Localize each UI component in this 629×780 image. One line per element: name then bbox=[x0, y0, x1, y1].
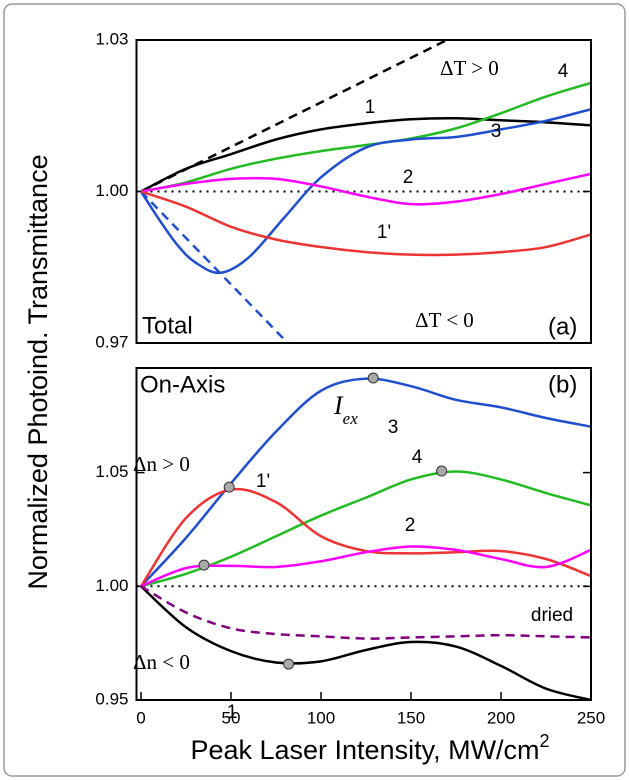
x-tick-label: 50 bbox=[222, 708, 241, 727]
marker bbox=[367, 372, 379, 384]
x-tick-label: 100 bbox=[307, 708, 335, 727]
plot-frame bbox=[135, 39, 592, 344]
series-label: 3 bbox=[388, 417, 399, 438]
series-label: 4 bbox=[412, 447, 423, 468]
series-line bbox=[139, 487, 591, 587]
series-line bbox=[140, 585, 591, 700]
series-line bbox=[140, 172, 591, 206]
y-axis-label: Normalized Photoind. Transmittance bbox=[23, 154, 53, 589]
marker bbox=[223, 481, 235, 493]
series-label: 1' bbox=[256, 471, 270, 492]
series-label: 1 bbox=[227, 702, 238, 723]
annotation-text: I bbox=[333, 391, 344, 420]
series-label: 2 bbox=[403, 167, 414, 188]
y-tick-label: 0.97 bbox=[95, 332, 128, 351]
y-tick-label: 1.00 bbox=[95, 576, 128, 595]
plot-frame bbox=[135, 367, 592, 701]
series-label: dried bbox=[531, 605, 573, 626]
series-label: 3 bbox=[491, 121, 502, 142]
series-label: 4 bbox=[558, 61, 569, 82]
series-line bbox=[140, 190, 289, 343]
series-line bbox=[140, 190, 591, 257]
x-tick-label: 250 bbox=[577, 708, 605, 727]
x-tick-label: 150 bbox=[397, 708, 425, 727]
y-tick-label: 1.05 bbox=[95, 462, 128, 481]
y-tick-label: 0.95 bbox=[95, 689, 128, 708]
x-tick-label: 200 bbox=[487, 708, 515, 727]
series-line bbox=[140, 545, 591, 588]
series-label: 1 bbox=[365, 97, 376, 118]
y-tick-label: 1.03 bbox=[95, 29, 128, 48]
series-label: 1' bbox=[377, 222, 391, 243]
series-label: 2 bbox=[405, 515, 416, 536]
annotation: Δn > 0 bbox=[133, 452, 190, 476]
y-tick-label: 1.00 bbox=[95, 181, 128, 200]
marker bbox=[198, 559, 210, 571]
outer-frame bbox=[3, 3, 626, 777]
series-line bbox=[140, 116, 591, 193]
series-line bbox=[140, 585, 591, 640]
annotation: ΔT < 0 bbox=[415, 308, 474, 332]
series-line bbox=[140, 470, 591, 588]
series-line bbox=[139, 107, 591, 275]
annotation: On-Axis bbox=[140, 371, 225, 398]
x-axis-label-sup: 2 bbox=[540, 731, 550, 751]
annotation-sub: ex bbox=[343, 409, 359, 428]
series-line bbox=[140, 81, 591, 193]
series-line bbox=[140, 377, 591, 588]
annotation: Total bbox=[142, 312, 193, 339]
series-line bbox=[140, 40, 448, 193]
marker bbox=[436, 465, 448, 477]
marker bbox=[283, 658, 295, 670]
annotation: (a) bbox=[548, 313, 577, 340]
x-axis-label: Peak Laser Intensity, MW/cm2 bbox=[190, 731, 549, 765]
x-axis-label-text: Peak Laser Intensity, MW/cm bbox=[190, 735, 539, 765]
annotation: Δn < 0 bbox=[133, 650, 190, 674]
annotation: ΔT > 0 bbox=[440, 56, 499, 80]
x-tick-label: 0 bbox=[136, 708, 145, 727]
annotation: Iex bbox=[333, 391, 358, 428]
annotation: (b) bbox=[548, 371, 577, 398]
